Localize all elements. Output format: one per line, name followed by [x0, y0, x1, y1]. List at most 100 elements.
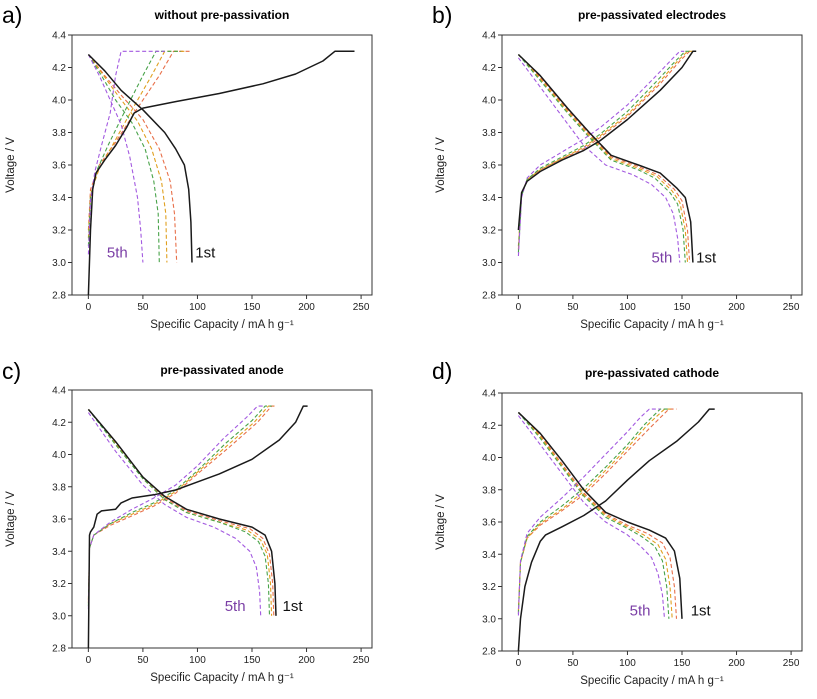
y-tick-label: 3.4 — [52, 547, 66, 558]
series-line-1st-discharge — [517, 411, 683, 619]
y-axis-label: Voltage / V — [5, 491, 17, 547]
x-axis-label: Specific Capacity / mA h g⁻¹ — [150, 672, 294, 684]
series-line-4th-discharge — [517, 412, 670, 619]
series-line-5th-discharge — [87, 54, 144, 263]
fifth-cycle-label: 5th — [225, 598, 246, 615]
panel-label: c) — [2, 358, 22, 384]
y-tick-label: 3.6 — [482, 518, 496, 529]
series-line-3rd-charge — [87, 405, 274, 603]
series-line-5th-charge — [517, 50, 685, 257]
series-line-4th-charge — [517, 408, 669, 614]
y-tick-label: 3.0 — [52, 258, 66, 269]
x-tick-label: 150 — [674, 302, 691, 313]
y-tick-label: 3.8 — [482, 128, 496, 139]
x-tick-label: 50 — [137, 302, 149, 313]
x-tick-label: 0 — [86, 302, 92, 313]
x-tick-label: 150 — [244, 655, 261, 666]
chart-b: pre-passivated electrodes 0 50 100 150 200 250… — [435, 8, 803, 331]
y-tick-label: 3.4 — [482, 550, 496, 561]
series-line-3rd-discharge — [87, 54, 168, 263]
x-tick-label: 100 — [619, 302, 636, 313]
y-tick-label: 4.4 — [482, 389, 496, 400]
y-tick-label: 4.0 — [52, 450, 66, 461]
series-group — [87, 405, 308, 648]
x-axis-label: Specific Capacity / mA h g⁻¹ — [150, 319, 294, 331]
y-tick-label: 4.0 — [52, 96, 66, 107]
y-tick-label: 3.2 — [482, 582, 496, 593]
series-line-2nd-charge — [87, 405, 276, 600]
series-group — [517, 408, 715, 651]
y-tick-label: 4.4 — [52, 386, 66, 397]
y-tick-label: 3.8 — [482, 485, 496, 496]
x-tick-label: 250 — [353, 302, 370, 313]
series-line-5th-discharge — [517, 415, 666, 619]
y-tick-label: 4.2 — [52, 418, 66, 429]
y-tick-label: 2.8 — [482, 647, 496, 658]
x-tick-label: 100 — [189, 302, 206, 313]
x-tick-label: 200 — [298, 655, 315, 666]
y-axis-label: Voltage / V — [435, 137, 447, 193]
series-line-4th-discharge — [87, 54, 160, 263]
x-tick-label: 250 — [783, 302, 800, 313]
y-tick-label: 2.8 — [482, 291, 496, 302]
series-line-3rd-discharge — [517, 54, 689, 263]
y-tick-label: 3.2 — [482, 226, 496, 237]
x-tick-label: 200 — [728, 302, 745, 313]
panel-label: d) — [432, 358, 453, 384]
panel-label: b) — [432, 2, 453, 28]
series-group — [517, 50, 697, 263]
y-tick-label: 2.8 — [52, 291, 66, 302]
series-line-4th-charge — [87, 50, 182, 247]
panel-b: b) pre-passivated electrodes 0 50 100 150 200… — [408, 0, 816, 349]
y-tick-label: 4.2 — [482, 63, 496, 74]
x-tick-label: 50 — [567, 658, 579, 669]
y-axis-label: Voltage / V — [435, 494, 447, 550]
panel-d: d) pre-passivated cathode 0 50 100 150 200 250… — [408, 350, 816, 699]
y-tick-label: 3.0 — [482, 614, 496, 625]
x-tick-label: 50 — [137, 655, 149, 666]
series-line-5th-charge — [517, 408, 661, 616]
first-cycle-label: 1st — [691, 603, 712, 620]
series-group — [87, 50, 355, 295]
y-tick-label: 3.8 — [52, 128, 66, 139]
chart-a: without pre-passivation 0 50 100 150 200 250 2.… — [5, 8, 373, 331]
x-tick-label: 150 — [674, 658, 691, 669]
series-line-2nd-charge — [87, 50, 192, 231]
x-tick-label: 250 — [783, 658, 800, 669]
x-tick-label: 200 — [728, 658, 745, 669]
x-tick-label: 0 — [516, 302, 522, 313]
series-line-4th-discharge — [517, 54, 686, 263]
panel-label: a) — [2, 2, 23, 28]
x-tick-label: 100 — [189, 655, 206, 666]
first-cycle-label: 1st — [195, 245, 216, 262]
first-cycle-label: 1st — [283, 598, 304, 615]
fifth-cycle-label: 5th — [651, 250, 672, 267]
plot-frame — [501, 392, 803, 652]
y-tick-label: 3.0 — [482, 258, 496, 269]
chart-d: pre-passivated cathode 0 50 100 150 200 250 2.8… — [435, 366, 803, 687]
series-line-3rd-discharge — [87, 409, 273, 616]
x-tick-label: 0 — [86, 655, 92, 666]
y-tick-label: 3.6 — [482, 161, 496, 172]
series-line-2nd-discharge — [518, 412, 678, 619]
series-line-1st-charge — [87, 405, 308, 648]
series-line-5th-charge — [87, 50, 165, 255]
series-line-2nd-discharge — [87, 409, 275, 616]
x-tick-label: 250 — [353, 655, 370, 666]
series-line-1st-charge — [517, 408, 715, 651]
chart-c: pre-passivated anode 0 50 100 150 200 250 2.8 3.… — [5, 363, 373, 684]
y-tick-label: 4.0 — [482, 453, 496, 464]
x-tick-label: 150 — [244, 302, 261, 313]
y-tick-label: 4.4 — [482, 31, 496, 42]
chart-title: without pre-passivation — [154, 8, 290, 22]
y-tick-label: 3.4 — [52, 193, 66, 204]
y-tick-label: 3.6 — [52, 161, 66, 172]
x-tick-label: 0 — [516, 658, 522, 669]
x-tick-label: 200 — [298, 302, 315, 313]
fifth-cycle-label: 5th — [630, 603, 651, 620]
y-tick-label: 3.2 — [52, 226, 66, 237]
y-tick-label: 3.0 — [52, 611, 66, 622]
x-tick-label: 50 — [567, 302, 579, 313]
first-cycle-label: 1st — [696, 250, 717, 267]
y-tick-label: 3.2 — [52, 579, 66, 590]
